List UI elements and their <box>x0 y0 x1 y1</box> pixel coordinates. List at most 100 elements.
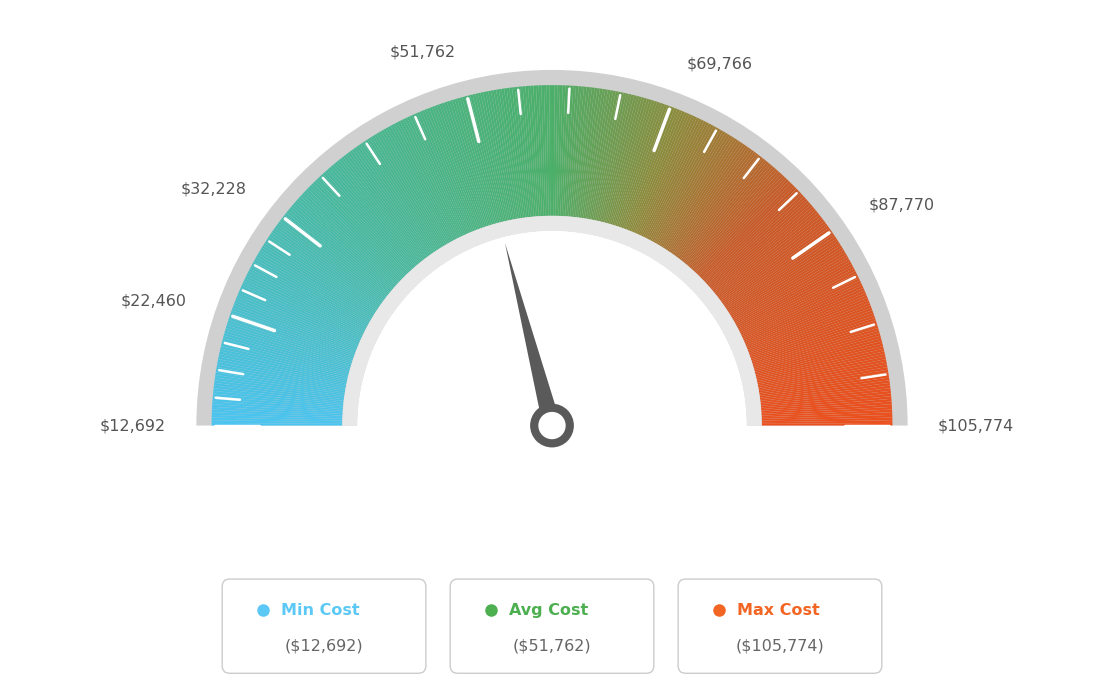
Wedge shape <box>363 141 437 251</box>
Wedge shape <box>234 300 357 350</box>
Wedge shape <box>325 170 413 269</box>
Wedge shape <box>212 399 343 411</box>
Wedge shape <box>544 85 549 216</box>
Wedge shape <box>620 104 665 228</box>
Wedge shape <box>539 86 545 216</box>
Wedge shape <box>651 126 716 242</box>
Wedge shape <box>747 303 870 351</box>
Wedge shape <box>244 278 363 336</box>
Wedge shape <box>650 125 713 241</box>
Wedge shape <box>407 117 464 236</box>
Wedge shape <box>762 409 892 417</box>
Wedge shape <box>331 165 417 266</box>
Wedge shape <box>761 393 891 408</box>
Wedge shape <box>496 89 519 219</box>
Wedge shape <box>275 226 382 304</box>
Wedge shape <box>385 127 450 243</box>
Wedge shape <box>319 175 410 273</box>
Wedge shape <box>304 190 401 282</box>
Wedge shape <box>229 318 353 361</box>
Wedge shape <box>220 348 348 380</box>
Wedge shape <box>278 221 384 301</box>
Text: $51,762: $51,762 <box>390 44 456 59</box>
Wedge shape <box>212 407 342 415</box>
Wedge shape <box>723 230 832 306</box>
Wedge shape <box>612 99 652 225</box>
Wedge shape <box>666 139 739 250</box>
Wedge shape <box>222 341 349 375</box>
Wedge shape <box>235 298 358 348</box>
Wedge shape <box>507 88 526 217</box>
Wedge shape <box>342 216 762 426</box>
Wedge shape <box>758 364 888 389</box>
Wedge shape <box>230 313 354 357</box>
Wedge shape <box>714 210 818 295</box>
Wedge shape <box>550 85 552 216</box>
Text: Avg Cost: Avg Cost <box>509 603 588 618</box>
Wedge shape <box>219 357 347 384</box>
Wedge shape <box>248 268 365 331</box>
Wedge shape <box>254 259 369 324</box>
Wedge shape <box>634 112 687 233</box>
Wedge shape <box>728 239 838 312</box>
Wedge shape <box>277 224 383 302</box>
Wedge shape <box>588 90 613 219</box>
Wedge shape <box>361 142 435 252</box>
Wedge shape <box>289 206 392 292</box>
Wedge shape <box>575 87 592 217</box>
Wedge shape <box>391 125 454 241</box>
Wedge shape <box>753 328 879 367</box>
Wedge shape <box>212 423 342 426</box>
Wedge shape <box>755 344 883 377</box>
Wedge shape <box>216 367 346 391</box>
Wedge shape <box>625 106 672 229</box>
Wedge shape <box>327 168 414 268</box>
Wedge shape <box>491 90 516 219</box>
Wedge shape <box>649 124 711 240</box>
Wedge shape <box>583 89 605 219</box>
Text: $69,766: $69,766 <box>687 56 752 71</box>
Wedge shape <box>322 172 412 270</box>
Wedge shape <box>643 119 702 237</box>
Wedge shape <box>645 120 704 238</box>
Wedge shape <box>615 101 657 226</box>
Wedge shape <box>659 132 728 246</box>
Wedge shape <box>300 195 397 284</box>
Wedge shape <box>762 423 892 426</box>
Wedge shape <box>505 88 524 218</box>
Wedge shape <box>393 124 455 240</box>
Circle shape <box>539 412 565 440</box>
Wedge shape <box>251 264 368 328</box>
Wedge shape <box>272 230 381 306</box>
Wedge shape <box>219 354 347 383</box>
Wedge shape <box>242 283 361 339</box>
Wedge shape <box>256 255 371 322</box>
Wedge shape <box>257 253 371 320</box>
Wedge shape <box>379 131 447 245</box>
Wedge shape <box>623 106 670 229</box>
Wedge shape <box>562 86 571 216</box>
Wedge shape <box>606 97 641 224</box>
Wedge shape <box>629 109 680 231</box>
Wedge shape <box>478 92 508 221</box>
Wedge shape <box>751 318 875 361</box>
Wedge shape <box>760 377 890 397</box>
Text: $22,460: $22,460 <box>120 293 187 308</box>
Wedge shape <box>343 155 425 260</box>
Wedge shape <box>467 95 501 222</box>
Wedge shape <box>586 90 611 219</box>
Wedge shape <box>365 139 438 250</box>
Wedge shape <box>241 286 361 341</box>
Wedge shape <box>526 86 538 217</box>
Wedge shape <box>746 295 868 347</box>
Wedge shape <box>335 161 420 264</box>
Wedge shape <box>757 354 885 383</box>
Polygon shape <box>505 243 561 428</box>
Wedge shape <box>762 402 892 413</box>
Wedge shape <box>762 417 892 422</box>
Wedge shape <box>397 121 458 239</box>
Wedge shape <box>426 108 476 230</box>
Wedge shape <box>729 243 841 315</box>
Wedge shape <box>267 237 378 310</box>
Wedge shape <box>372 135 443 248</box>
